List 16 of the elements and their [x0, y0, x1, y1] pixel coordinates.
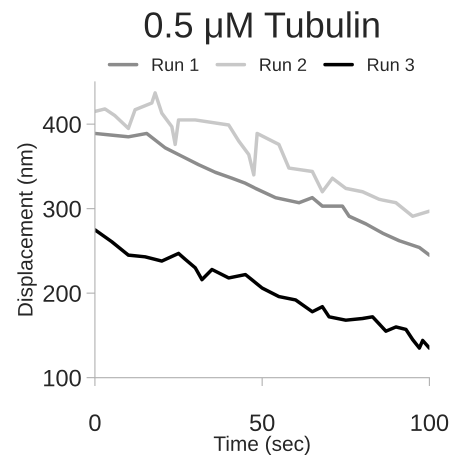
y-tick-label: 200 — [44, 285, 81, 302]
x-tick-label: 0 — [89, 414, 101, 432]
legend-label: Run 3 — [368, 58, 414, 72]
x-tick-label: 50 — [250, 414, 274, 432]
legend-label: Run 2 — [260, 58, 306, 72]
y-axis-title: Displacement (nm) — [17, 144, 37, 316]
y-tick-label: 300 — [43, 200, 81, 218]
x-axis-title: Time (sec) — [214, 436, 310, 455]
legend-label: Run 1 — [152, 58, 198, 72]
chart-title: 0.5 μM Tubulin — [144, 11, 379, 44]
line-series — [94, 228, 430, 350]
line-series — [94, 91, 430, 218]
y-tick-label: 100 — [44, 370, 81, 386]
y-tick-label: 400 — [42, 116, 81, 133]
line-series — [94, 132, 430, 257]
x-tick-label: 100 — [412, 414, 448, 432]
